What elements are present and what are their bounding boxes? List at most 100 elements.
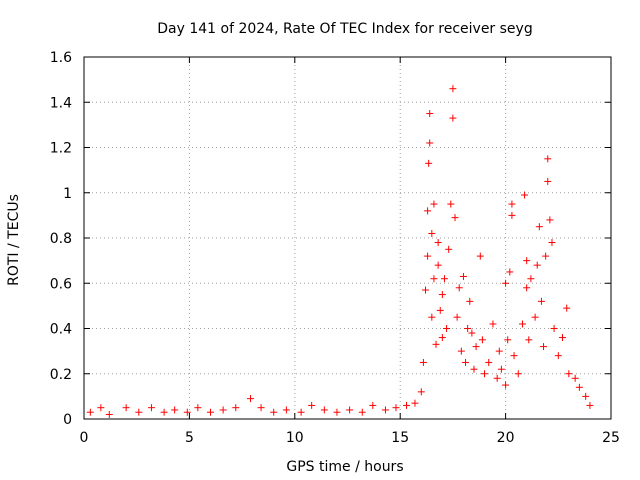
data-point [497, 365, 505, 373]
data-point [419, 358, 427, 366]
data-point [346, 406, 354, 414]
data-point [358, 408, 366, 416]
data-point [411, 399, 419, 407]
data-point [219, 406, 227, 414]
y-tick-label: 1.2 [50, 141, 72, 157]
data-point [183, 408, 191, 416]
data-point [434, 261, 442, 269]
data-point [381, 406, 389, 414]
data-point [466, 297, 474, 305]
data-point [523, 257, 531, 265]
data-point [506, 268, 514, 276]
data-point [476, 252, 484, 260]
y-tick-label: 0.8 [50, 231, 72, 247]
data-point [457, 347, 465, 355]
data-point [565, 370, 573, 378]
data-point [105, 410, 113, 418]
data-point [257, 404, 265, 412]
data-point [443, 325, 451, 332]
data-point [514, 370, 522, 378]
data-point [424, 207, 432, 215]
data-point [449, 114, 457, 122]
data-point [428, 313, 436, 321]
data-point [206, 408, 214, 416]
y-tick-label: 0.2 [50, 367, 72, 383]
data-point [421, 286, 429, 294]
data-point [523, 284, 531, 292]
y-tick-label: 1.4 [50, 95, 72, 111]
data-point [171, 406, 179, 414]
x-tick-label: 10 [286, 430, 304, 446]
x-tick-label: 0 [80, 430, 89, 446]
data-point [504, 336, 512, 344]
data-point [445, 245, 453, 253]
data-point [470, 365, 478, 373]
data-point [510, 352, 518, 360]
data-point [485, 358, 493, 366]
data-point [502, 381, 510, 389]
data-point [525, 336, 533, 344]
data-point [518, 320, 526, 328]
x-tick-label: 25 [602, 430, 620, 446]
data-point [495, 347, 503, 355]
data-point [559, 334, 567, 342]
data-point [508, 200, 516, 208]
y-tick-label: 0.4 [50, 322, 72, 338]
data-point [333, 408, 341, 416]
data-point [468, 329, 476, 337]
data-point [554, 352, 562, 360]
y-tick-label: 0.6 [50, 276, 72, 292]
data-point [247, 395, 255, 403]
data-point [453, 313, 461, 321]
data-point [160, 408, 168, 416]
data-point [135, 408, 143, 416]
data-point [544, 177, 552, 185]
data-point [531, 313, 539, 321]
data-point [464, 325, 472, 332]
x-tick-label: 15 [391, 430, 409, 446]
data-point [430, 275, 438, 283]
data-point [270, 408, 278, 416]
data-point [425, 159, 433, 167]
data-point [563, 304, 571, 312]
data-point [434, 239, 442, 247]
y-tick-label: 0 [63, 412, 72, 428]
data-point [462, 358, 470, 366]
data-point [493, 374, 501, 382]
data-point [424, 252, 432, 260]
data-point [417, 388, 425, 396]
data-point [535, 223, 543, 231]
axes-layer: 0 5 10 15 20 25 0 0.2 0.4 0.6 0.8 1 1.2 1.4 1.6 [50, 50, 620, 446]
data-point [392, 404, 400, 412]
data-point [548, 239, 556, 247]
data-point [97, 404, 105, 412]
data-point [481, 370, 489, 378]
data-point [297, 408, 305, 416]
data-point [426, 139, 434, 147]
data-point [320, 406, 328, 414]
data-point [533, 261, 541, 269]
data-point [440, 275, 448, 283]
x-tick-label: 20 [497, 430, 515, 446]
data-point [455, 284, 463, 292]
data-point [472, 343, 480, 351]
data-point [86, 408, 94, 416]
data-point [122, 404, 130, 412]
data-point [436, 306, 444, 314]
data-point [575, 383, 583, 391]
x-tick-label: 5 [185, 430, 194, 446]
plot-frame [83, 56, 612, 420]
data-point [550, 325, 558, 332]
data-point [586, 401, 594, 409]
data-point [546, 216, 554, 224]
data-points [86, 85, 594, 418]
data-point [432, 340, 440, 348]
data-point [502, 279, 510, 287]
data-point [428, 229, 436, 237]
data-point [430, 200, 438, 208]
data-point [542, 252, 550, 260]
data-point [527, 275, 535, 283]
y-tick-label: 1 [63, 186, 72, 202]
data-point [403, 401, 411, 409]
grid-layer [84, 57, 611, 419]
